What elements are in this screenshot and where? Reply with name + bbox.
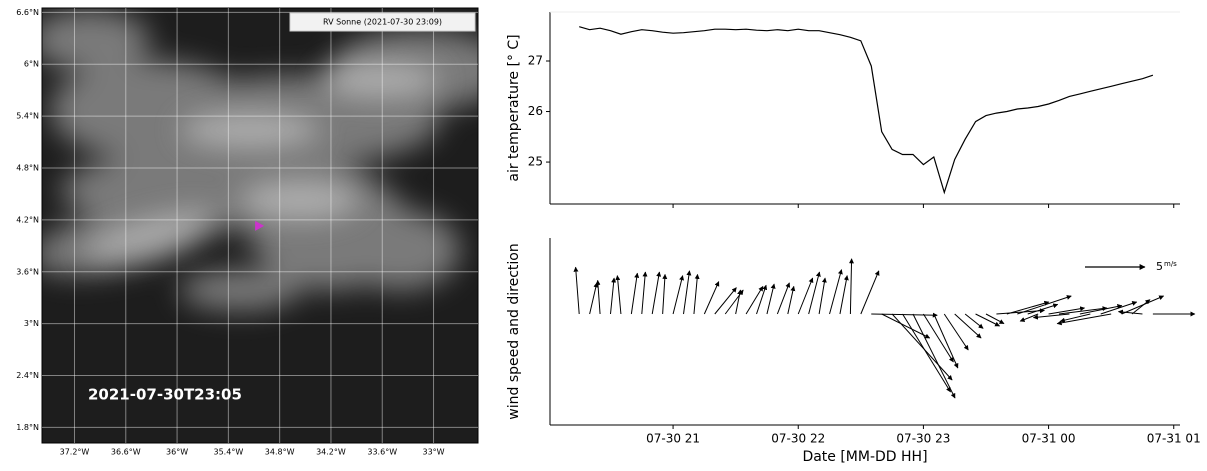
wind-arrow (933, 313, 959, 369)
lat-tick-label: 3.6°N (16, 267, 39, 276)
wind-arrow (797, 277, 814, 315)
lon-tick-label: 35.4°W (214, 448, 244, 457)
temperature-chart: air temperature [° C] 25 26 27 (506, 11, 1180, 208)
wind-arrow (683, 270, 692, 315)
wind-arrow (891, 313, 953, 381)
wind-arrow (756, 284, 768, 315)
wind-arrow (662, 273, 668, 315)
y-tick-label: 26 (528, 104, 543, 118)
map-frame (41, 7, 479, 444)
wind-chart: 07-30 21 07-30 22 07-30 23 07-31 00 07-31 01… (506, 238, 1201, 465)
wind-arrow (1117, 309, 1143, 315)
wind-arrow (787, 285, 796, 315)
lat-tick-label: 6.6°N (16, 8, 39, 17)
wind-arrow (1058, 306, 1108, 315)
lat-tick-label: 6°N (24, 60, 39, 69)
wind-arrow (703, 281, 720, 315)
wind-arrow (818, 277, 827, 315)
lat-tick-label: 1.8°N (16, 423, 39, 432)
wind-arrow (849, 258, 854, 315)
wind-arrow (609, 277, 617, 315)
wind-arrow (943, 313, 969, 351)
lat-tick-label: 4.8°N (16, 163, 39, 172)
wind-arrow (1048, 306, 1086, 315)
x-tick-label: 07-30 23 (896, 432, 950, 446)
wind-arrow (630, 272, 640, 315)
lon-tick-label: 34.2°W (316, 448, 346, 457)
lon-tick-label: 34.8°W (265, 448, 295, 457)
ship-marker (255, 220, 265, 231)
lon-tick-label: 36°W (166, 448, 188, 457)
lat-tick-label: 5.4°N (16, 112, 39, 121)
wind-arrow (839, 275, 849, 315)
wind-arrow (1059, 313, 1091, 323)
legend-label: RV Sonne (2021-07-30 23:09) (323, 18, 442, 27)
wind-arrow (808, 271, 821, 315)
wind-arrow (1006, 300, 1050, 315)
temperature-line (579, 26, 1154, 195)
wind-arrow (766, 283, 776, 315)
wind-arrow (1100, 301, 1138, 315)
wind-arrow (871, 312, 938, 318)
wind-arrow (745, 285, 764, 315)
wind-arrow (1079, 304, 1123, 315)
map-timestamp: 2021-07-30T23:05 (88, 386, 242, 404)
wind-arrow (1032, 313, 1070, 320)
wind-arrow (912, 313, 956, 399)
lon-tick-label: 33.6°W (367, 448, 397, 457)
x-tick-label: 07-30 21 (646, 432, 700, 446)
map-legend: RV Sonne (2021-07-30 23:09) (289, 12, 476, 32)
x-tick-label: 07-30 22 (771, 432, 825, 446)
wind-arrow (985, 313, 1005, 325)
y-tick-label: 25 (528, 155, 543, 169)
wind-arrow (776, 282, 791, 315)
wind-arrow (595, 279, 601, 315)
wind-arrow (954, 313, 982, 339)
x-axis-label: Date [MM-DD HH] (802, 449, 927, 465)
wind-arrow (573, 266, 580, 315)
lon-tick-label: 36.6°W (111, 448, 141, 457)
wind-arrow (829, 269, 843, 315)
quiver-key-unit: m/s (1164, 260, 1177, 268)
wind-arrow (964, 313, 984, 329)
wind-arrow (1056, 313, 1112, 326)
x-tick-label: 07-31 01 (1147, 432, 1201, 446)
wind-arrow (1027, 303, 1059, 315)
wind-arrow (693, 273, 700, 315)
wind-arrow (902, 313, 951, 393)
wind-arrow (1017, 295, 1072, 315)
y-axis-label: wind speed and direction (506, 243, 522, 419)
y-axis-label: air temperature [° C] (506, 34, 522, 181)
wind-arrow (1131, 299, 1151, 315)
wind-arrow (641, 271, 648, 315)
y-tick-label: 27 (528, 54, 543, 68)
lat-tick-label: 4.2°N (16, 215, 39, 224)
wind-arrow (860, 270, 880, 315)
lat-tick-label: 3°N (24, 319, 39, 328)
x-tick-label: 07-31 00 (1022, 432, 1076, 446)
wind-arrow (881, 313, 931, 339)
wind-arrow (672, 275, 685, 315)
lon-tick-label: 33°W (422, 448, 444, 457)
lat-tick-label: 2.4°N (16, 371, 39, 380)
wind-arrow (589, 282, 599, 315)
wind-arrow (724, 289, 744, 315)
lon-tick-label: 37.2°W (60, 448, 90, 457)
wind-arrow (735, 289, 743, 315)
wind-arrow (922, 313, 954, 363)
wind-arrow (651, 271, 662, 315)
wind-arrow (615, 275, 622, 315)
wind-arrow (714, 287, 737, 315)
wind-arrow (975, 313, 1001, 327)
legend-box (289, 12, 476, 32)
quiver-key-value: 5 (1156, 260, 1163, 273)
satellite-image (42, 8, 478, 443)
map-layer: 37.2°W 36.6°W 36°W 35.4°W 34.8°W 34.2°W 33.6°W… (16, 8, 478, 457)
